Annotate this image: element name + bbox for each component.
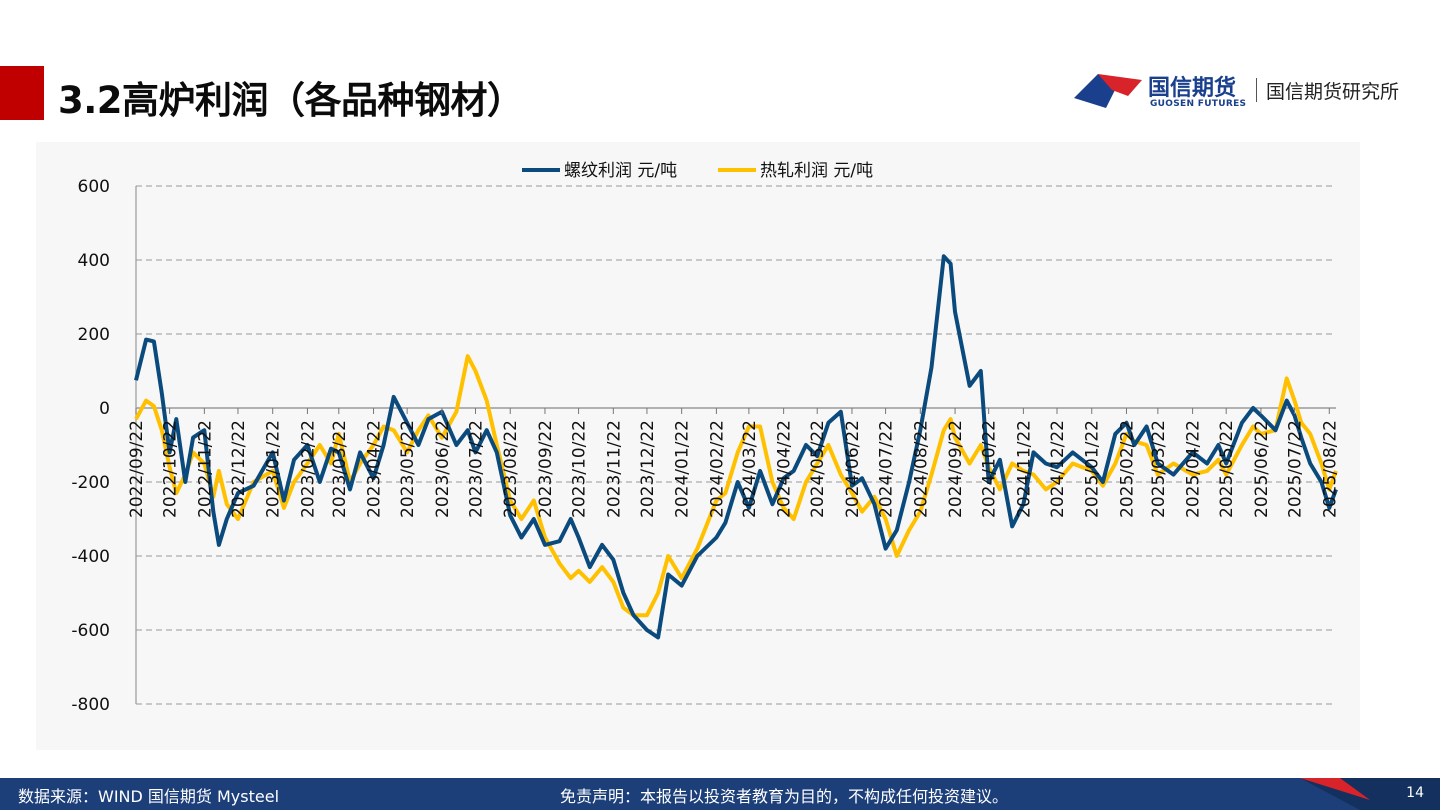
x-tick-label: 2024/07/22: [877, 420, 897, 518]
x-tick-label: 2022/12/22: [229, 420, 249, 518]
x-tick-label: 2023/02/22: [298, 420, 318, 518]
x-tick-label: 2024/05/22: [808, 420, 828, 518]
y-tick-label: 200: [78, 325, 110, 345]
x-tick-label: 2024/10/22: [980, 420, 1000, 518]
x-tick-label: 2024/02/22: [707, 420, 727, 518]
x-tick-label: 2024/06/22: [843, 420, 863, 518]
x-tick-label: 2022/11/22: [195, 420, 215, 518]
x-tick-label: 2023/03/22: [330, 420, 350, 518]
x-tick-label: 2023/10/22: [570, 420, 590, 518]
x-tick-label: 2025/01/22: [1083, 420, 1103, 518]
x-tick-label: 2024/01/22: [673, 420, 693, 518]
y-tick-label: -400: [71, 547, 110, 567]
x-axis: 2022/09/22 2022/10/22 2022/11/22 2022/12/22…: [127, 408, 1340, 518]
y-tick-label: -800: [71, 695, 110, 715]
y-tick-label: 0: [99, 399, 110, 419]
chart-panel: 600 400 200 0 -200 -400 -600 -800 2022/09/22 202…: [36, 142, 1360, 750]
x-tick-label: 2025/03/22: [1149, 420, 1169, 518]
guosen-logo-icon: [1074, 74, 1142, 108]
logo-text-en: GUOSEN FUTURES: [1150, 99, 1247, 109]
title-accent-bar: [0, 66, 44, 120]
y-tick-label: 400: [78, 251, 110, 271]
institute-name: 国信期货研究所: [1266, 81, 1400, 103]
x-tick-label: 2023/06/22: [433, 420, 453, 518]
x-tick-label: 2025/06/22: [1252, 420, 1272, 518]
company-logo: 国信期货 GUOSEN FUTURES 国信期货研究所: [1072, 66, 1432, 114]
y-tick-label: -200: [71, 473, 110, 493]
x-tick-label: 2024/11/22: [1014, 420, 1034, 518]
page-title: 3.2高炉利润（各品种钢材）: [58, 79, 524, 122]
series-line-rebar: [134, 254, 1338, 640]
logo-text-cn: 国信期货: [1148, 76, 1237, 101]
x-tick-label: 2025/05/22: [1217, 420, 1237, 518]
x-tick-label: 2023/11/22: [604, 420, 624, 518]
y-tick-label: 600: [78, 177, 110, 197]
x-tick-label: 2024/12/22: [1048, 420, 1068, 518]
logo-divider: [1256, 78, 1257, 102]
y-axis: 600 400 200 0 -200 -400 -600 -800: [71, 177, 110, 715]
footer-bar: 数据来源：WIND 国信期货 Mysteel 免责声明：本报告以投资者教育为目的…: [0, 778, 1440, 810]
x-tick-label: 2023/09/22: [536, 420, 556, 518]
x-tick-label: 2024/08/22: [911, 420, 931, 518]
x-tick-label: 2023/04/22: [365, 420, 385, 518]
x-tick-label: 2022/09/22: [127, 420, 147, 518]
x-tick-label: 2023/08/22: [501, 420, 521, 518]
x-tick-label: 2023/01/22: [264, 420, 284, 518]
data-source: 数据来源：WIND 国信期货 Mysteel: [18, 787, 280, 806]
x-tick-label: 2023/12/22: [638, 420, 658, 518]
x-tick-label: 2024/03/22: [740, 420, 760, 518]
series-layer: [134, 254, 1338, 640]
page-number: 14: [1406, 785, 1424, 801]
legend: 螺纹利润 元/吨 热轧利润 元/吨: [522, 161, 873, 181]
x-tick-label: 2025/08/22: [1320, 420, 1340, 518]
legend-label-rebar: 螺纹利润 元/吨: [564, 161, 677, 181]
disclaimer: 免责声明：本报告以投资者教育为目的，不构成任何投资建议。: [560, 787, 1009, 806]
footer-accent-icon: [1300, 778, 1440, 810]
legend-label-hrc: 热轧利润 元/吨: [760, 161, 873, 181]
x-tick-label: 2025/04/22: [1184, 420, 1204, 518]
x-tick-label: 2023/05/22: [398, 420, 418, 518]
x-tick-label: 2024/04/22: [775, 420, 795, 518]
y-tick-label: -600: [71, 621, 110, 641]
x-tick-label: 2022/10/22: [161, 420, 181, 518]
x-tick-label: 2025/02/22: [1118, 420, 1138, 518]
x-tick-label: 2023/07/22: [467, 420, 487, 518]
x-tick-label: 2025/07/22: [1286, 420, 1306, 518]
x-tick-label: 2024/09/22: [946, 420, 966, 518]
